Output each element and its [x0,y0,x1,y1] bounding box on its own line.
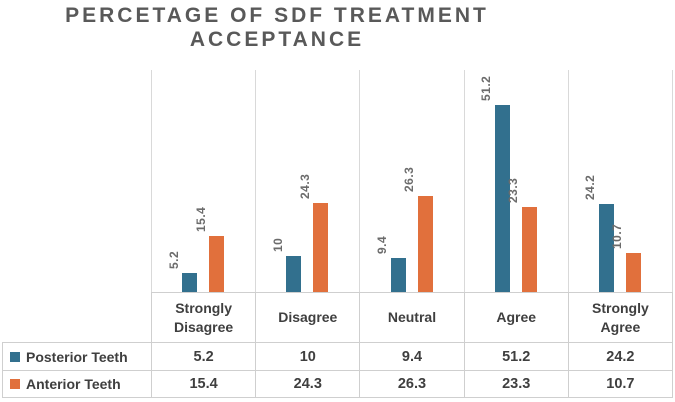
category-label: Agree [463,292,568,342]
posterior-bar [494,105,510,292]
posterior-bar [182,273,198,292]
anterior-bar-label: 23.3 [506,177,521,203]
anterior-bar-label: 15.4 [193,206,208,232]
legend-label: Anterior Teeth [26,376,121,392]
table-value-cell: 24.2 [567,342,673,370]
gridline [151,70,152,292]
legend-cell: Posterior Teeth [2,342,151,370]
gridline [672,70,673,292]
category-label: Strongly Disagree [151,292,256,342]
posterior-bar [390,257,406,292]
table-value-cell: 5.2 [151,342,256,370]
category-label: Disagree [255,292,360,342]
chart-title-line1: PERCETAGE OF SDF TREATMENT [65,4,489,27]
gridline [463,70,465,292]
category-label: Strongly Agree [567,292,673,342]
posterior-bar-label: 24.2 [583,174,598,200]
posterior-bar-label: 51.2 [479,75,494,102]
posterior-bar [286,255,302,292]
posterior-bar-label: 9.4 [375,235,389,254]
posterior-bar-label: 5.2 [166,250,181,270]
anterior-bar-label: 10.7 [610,223,625,249]
gridline [359,70,361,292]
legend-cell: Anterior Teeth [2,370,151,398]
anterior-bar [521,206,537,292]
category-label: Neutral [359,292,464,342]
anterior-bar [625,252,641,292]
chart-title-line2: ACCEPTANCE [189,28,365,52]
posterior-legend-marker-icon [10,351,20,362]
anterior-bar-label: 26.3 [402,166,416,192]
anterior-bar [313,203,329,292]
table-value-cell: 10.7 [567,370,673,398]
anterior-legend-marker-icon [10,379,20,389]
anterior-bar-label: 24.3 [297,173,312,200]
table-value-cell: 24.3 [255,370,360,398]
posterior-bar [598,203,614,292]
legend-label: Posterior Teeth [26,348,128,365]
table-value-cell: 10 [255,342,360,370]
posterior-bar-label: 10 [270,237,285,252]
table-value-cell: 26.3 [359,370,464,398]
chart-title: PERCETAGE OF SDF TREATMENT ACCEPTANCE [47,4,507,52]
gridline [255,70,257,292]
table-value-cell: 51.2 [463,342,568,370]
gridline [567,70,569,292]
anterior-bar [209,235,225,292]
anterior-bar [417,196,433,292]
table-value-cell: 9.4 [359,342,464,370]
table-value-cell: 15.4 [151,370,256,398]
table-value-cell: 23.3 [463,370,568,398]
